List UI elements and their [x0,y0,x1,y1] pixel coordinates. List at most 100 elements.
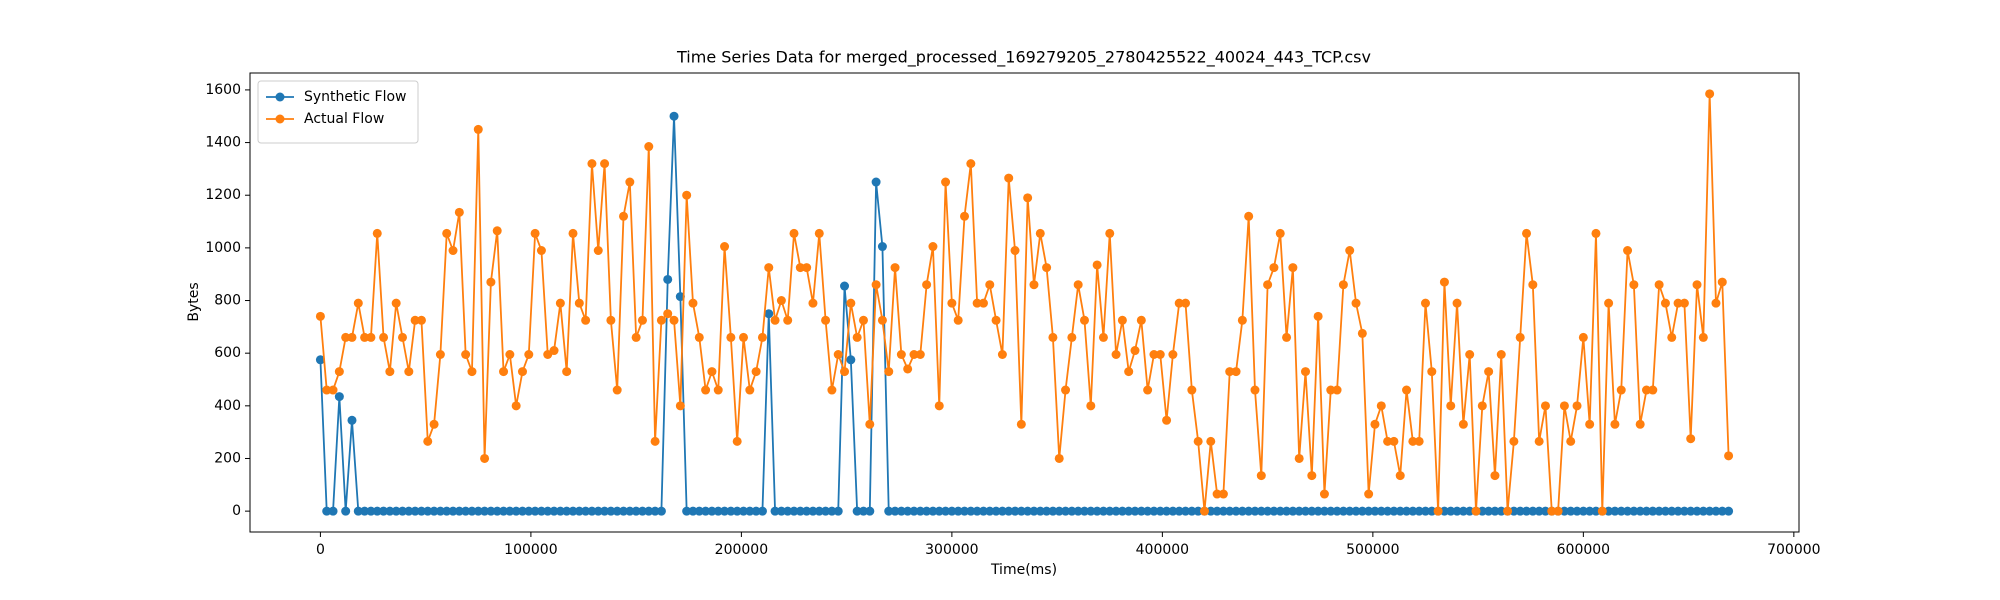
data-point [858,506,868,516]
data-point [808,298,818,308]
data-point [1187,385,1197,395]
data-point [953,506,963,516]
data-point [1503,506,1513,516]
data-point [814,228,824,238]
data-point [379,506,389,516]
data-point [1641,385,1651,395]
data-point [757,332,767,342]
data-point [1061,385,1071,395]
data-point [1414,506,1424,516]
data-point [1231,506,1241,516]
data-point [1048,332,1058,342]
data-point [669,315,679,325]
data-point [1061,506,1071,516]
data-point [694,506,704,516]
data-point [1654,280,1664,290]
data-point [637,506,647,516]
data-point [1181,506,1191,516]
data-point [1496,349,1506,359]
data-point [1345,506,1355,516]
data-point [1698,506,1708,516]
data-point [795,506,805,516]
data-point [1572,506,1582,516]
data-point [827,506,837,516]
data-point [486,506,496,516]
data-point [1509,436,1519,446]
data-point [1660,506,1670,516]
data-point [1591,228,1601,238]
data-point [1338,280,1348,290]
data-point [1237,506,1247,516]
data-point [852,506,862,516]
data-point [1130,346,1140,356]
data-point [511,401,521,411]
data-point [701,385,711,395]
data-point [1717,277,1727,287]
data-point [1705,89,1715,99]
data-point [1326,385,1336,395]
data-point [1029,506,1039,516]
data-point [372,228,382,238]
data-point [1155,349,1165,359]
data-point [1490,506,1500,516]
y-tick-label: 0 [232,503,241,519]
data-point [1528,280,1538,290]
data-point [877,242,887,252]
data-point [669,111,679,121]
data-point [1395,506,1405,516]
data-point [997,349,1007,359]
data-point [903,506,913,516]
data-point [1654,506,1664,516]
x-axis-label: Time(ms) [990,562,1057,578]
data-point [1326,506,1336,516]
data-point [1162,415,1172,425]
data-point [663,274,673,284]
data-point [1439,506,1449,516]
data-point [1067,506,1077,516]
data-point [713,506,723,516]
data-point [840,281,850,291]
data-point [1585,419,1595,429]
data-point [1648,385,1658,395]
data-point [1225,367,1235,377]
data-point [1522,228,1532,238]
data-point [530,506,540,516]
data-point [637,315,647,325]
data-point [1724,451,1734,461]
data-point [978,298,988,308]
data-point [1667,332,1677,342]
data-point [1383,436,1393,446]
data-point [783,315,793,325]
data-point [379,332,389,342]
data-point [429,419,439,429]
data-point [663,309,673,319]
data-point [499,367,509,377]
data-point [574,506,584,516]
data-point [751,367,761,377]
data-point [549,346,559,356]
legend-box [257,80,419,144]
data-point [960,211,970,221]
data-point [1193,436,1203,446]
data-point [1073,506,1083,516]
data-point [1648,506,1658,516]
data-point [1471,506,1481,516]
data-point [1275,506,1285,516]
data-point [334,367,344,377]
data-point [953,315,963,325]
data-point [1294,453,1304,463]
data-point [366,506,376,516]
data-point [896,349,906,359]
data-point [593,246,603,256]
data-point [1585,506,1595,516]
data-point [505,349,515,359]
data-point [442,506,452,516]
data-point [366,332,376,342]
data-point [884,506,894,516]
data-point [1307,471,1317,481]
data-point [960,506,970,516]
data-point [846,298,856,308]
data-point [1149,349,1159,359]
data-point [1484,506,1494,516]
data-point [1402,385,1412,395]
